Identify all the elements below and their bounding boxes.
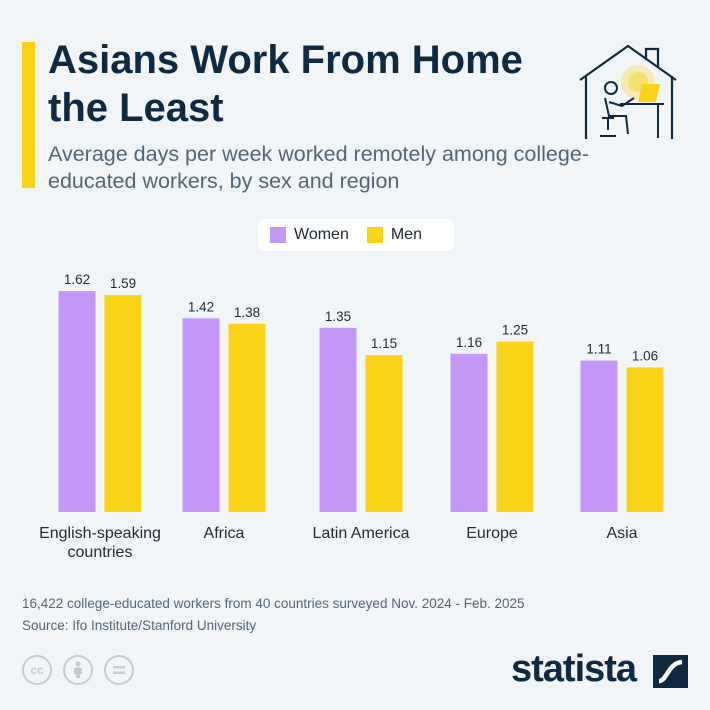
- work-from-home-icon: [579, 44, 677, 139]
- value-label-men-2: 1.15: [371, 336, 397, 351]
- value-label-men-0: 1.59: [110, 276, 136, 291]
- bar-men-0: [104, 295, 142, 512]
- bar-men-2: [365, 355, 403, 512]
- bar-chart: 1.62 1.59 English-speaking countries 1.42 1.3…: [39, 272, 664, 561]
- value-label-women-2: 1.35: [325, 309, 351, 324]
- value-label-women-0: 1.62: [64, 272, 90, 287]
- legend-item-men: Men: [366, 226, 422, 244]
- legend-label-women: Women: [294, 226, 349, 243]
- bar-men-4: [626, 367, 664, 512]
- chart-title: Asians Work From Home the Least: [48, 38, 523, 130]
- legend: Women Men: [258, 219, 454, 251]
- value-label-men-4: 1.06: [632, 348, 658, 363]
- bar-women-4: [580, 360, 618, 512]
- category-label-4: Asia: [606, 525, 637, 542]
- value-label-men-3: 1.25: [502, 323, 528, 338]
- value-label-women-1: 1.42: [188, 299, 214, 314]
- category-label-1: Africa: [204, 525, 245, 542]
- no-derivatives-icon[interactable]: [104, 655, 134, 685]
- survey-note: 16,422 college-educated workers from 40 …: [22, 596, 525, 611]
- license-icons: cc: [22, 655, 145, 685]
- value-label-women-3: 1.16: [456, 335, 482, 350]
- category-label-2: Latin America: [313, 525, 410, 542]
- value-label-women-4: 1.11: [586, 342, 611, 357]
- chart-subtitle: Average days per week worked remotely am…: [48, 142, 589, 193]
- footnote: 16,422 college-educated workers from 40 …: [22, 593, 682, 637]
- category-label-0: English-speaking countries: [39, 525, 161, 561]
- brand-logo-text[interactable]: statista: [511, 648, 637, 690]
- legend-swatch-women: [270, 227, 286, 243]
- category-label-3: Europe: [466, 525, 518, 542]
- value-label-men-1: 1.38: [234, 305, 260, 320]
- attribution-icon[interactable]: [63, 655, 93, 685]
- bar-women-2: [319, 327, 357, 512]
- cc-icon[interactable]: cc: [22, 655, 52, 685]
- legend-swatch-men: [366, 227, 383, 243]
- source-line: Source: Ifo Institute/Stanford Universit…: [22, 618, 257, 633]
- bar-women-1: [182, 318, 220, 512]
- bar-men-3: [496, 341, 534, 512]
- statista-logo-icon[interactable]: [653, 655, 688, 688]
- bar-women-3: [450, 353, 488, 512]
- legend-item-women: Women: [270, 226, 349, 244]
- bar-women-0: [58, 291, 96, 512]
- accent-bar: [22, 42, 35, 188]
- legend-label-men: Men: [390, 226, 422, 243]
- bar-men-1: [228, 323, 266, 512]
